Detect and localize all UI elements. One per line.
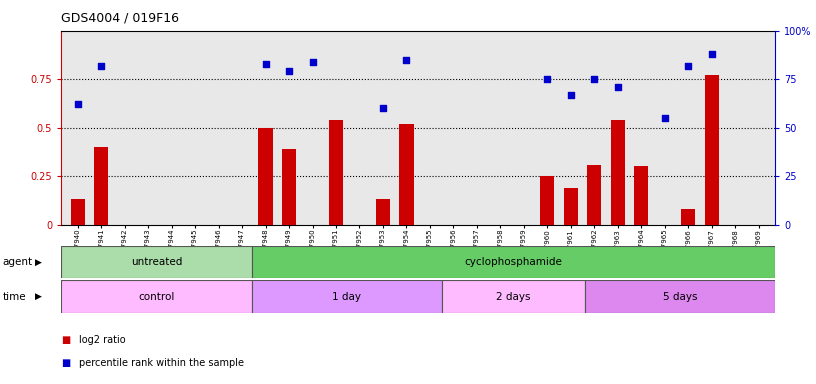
Point [71, 101, 84, 108]
Point [282, 68, 295, 74]
Point [588, 76, 601, 82]
Text: log2 ratio: log2 ratio [79, 335, 126, 345]
Bar [588, 164, 601, 225]
Bar [442, 280, 585, 313]
Text: ■: ■ [61, 335, 70, 345]
Point [611, 84, 624, 90]
Text: cyclophosphamide: cyclophosphamide [464, 257, 562, 267]
Point [659, 115, 672, 121]
Bar [61, 280, 251, 313]
Text: 2 days: 2 days [496, 291, 530, 302]
Text: ■: ■ [61, 358, 70, 368]
Text: agent: agent [2, 257, 33, 267]
Bar [399, 124, 414, 225]
Bar [681, 209, 695, 225]
Point [306, 59, 319, 65]
Text: 1 day: 1 day [332, 291, 361, 302]
Bar [71, 199, 85, 225]
Bar [634, 167, 649, 225]
Bar [564, 188, 578, 225]
Bar [94, 147, 109, 225]
Point [705, 51, 718, 57]
Text: GDS4004 / 019F16: GDS4004 / 019F16 [61, 12, 180, 25]
Point [95, 63, 108, 69]
Point [376, 105, 389, 111]
Bar [282, 149, 296, 225]
Point [682, 63, 695, 69]
Text: 5 days: 5 days [663, 291, 697, 302]
Bar [585, 280, 775, 313]
Text: untreated: untreated [131, 257, 182, 267]
Bar [540, 176, 554, 225]
Bar [61, 246, 251, 278]
Point [400, 57, 413, 63]
Point [565, 92, 578, 98]
Text: ▶: ▶ [35, 292, 42, 301]
Bar [259, 128, 273, 225]
Bar [611, 120, 625, 225]
Bar [251, 246, 775, 278]
Bar [376, 199, 390, 225]
Bar [251, 280, 442, 313]
Text: control: control [138, 291, 175, 302]
Point [259, 61, 272, 67]
Bar [329, 120, 343, 225]
Point [541, 76, 554, 82]
Text: ▶: ▶ [35, 258, 42, 266]
Text: percentile rank within the sample: percentile rank within the sample [79, 358, 244, 368]
Text: time: time [2, 291, 26, 302]
Bar [705, 75, 719, 225]
